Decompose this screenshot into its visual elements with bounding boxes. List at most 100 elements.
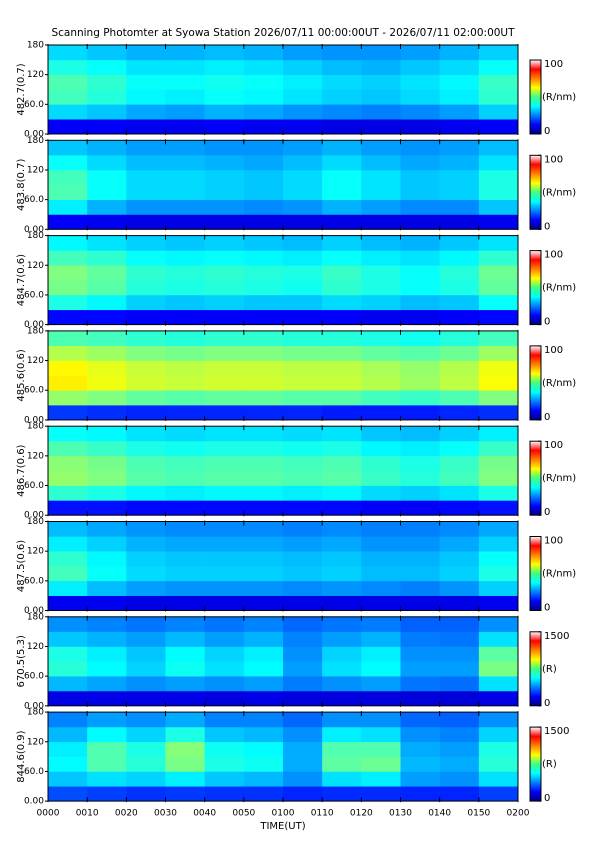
heat-cell [126, 345, 166, 361]
heat-cell [322, 536, 362, 552]
heat-cell [400, 89, 440, 105]
heat-cell [126, 536, 166, 552]
heat-cell [439, 786, 480, 802]
heat-cell [478, 235, 519, 251]
heat-cell [439, 294, 480, 311]
heat-cell [204, 595, 245, 611]
heat-cell [204, 169, 245, 186]
heat-cell [439, 726, 480, 743]
x-tick-label: 0010 [76, 809, 99, 819]
heat-cell [439, 646, 480, 662]
heat-cell [283, 294, 323, 311]
heat-cell [361, 45, 401, 61]
colorbar-tick-label: 1500 [544, 631, 569, 642]
heat-cell [361, 214, 401, 230]
heat-cell [204, 536, 245, 552]
heat-cell [322, 184, 362, 200]
heat-cell [243, 375, 284, 391]
heat-cell [283, 89, 323, 105]
heat-cell [478, 104, 519, 120]
heat-cell [400, 426, 440, 442]
y-tick-label: 60.0 [24, 195, 44, 205]
heat-cell [87, 485, 127, 501]
y-tick-label: 180 [27, 41, 44, 51]
heat-cell [400, 265, 440, 281]
heat-cell [48, 690, 88, 707]
heat-cell [126, 280, 166, 296]
heat-cell [87, 280, 127, 296]
heat-cell [478, 712, 519, 728]
y-tick-label: 0.00 [24, 320, 44, 330]
heat-cell [204, 59, 245, 75]
heat-cell [478, 345, 519, 361]
heat-cell [126, 712, 166, 728]
heat-cell [478, 646, 519, 662]
heat-cell [361, 309, 401, 325]
heat-cell [400, 280, 440, 296]
heat-cell [87, 360, 127, 376]
heat-cell [243, 330, 284, 347]
heat-cell [165, 551, 205, 567]
heat-cell [48, 566, 88, 582]
heat-cell [243, 566, 284, 582]
heat-cell [439, 551, 480, 567]
heat-cell [322, 330, 362, 347]
heat-cell [283, 786, 323, 802]
heat-cell [243, 294, 284, 311]
heat-cell [361, 551, 401, 567]
heat-cell [322, 280, 362, 296]
heat-cell [478, 551, 519, 567]
heat-cell [87, 250, 127, 266]
heat-cell [361, 169, 401, 186]
heat-cell [478, 140, 519, 156]
heat-cell [87, 104, 127, 120]
heat-cell [87, 646, 127, 662]
heat-cell [478, 330, 519, 347]
heat-cell [204, 616, 245, 632]
heat-cell [204, 360, 245, 376]
heat-cell [400, 661, 440, 677]
heat-cell [126, 485, 166, 501]
heat-cell [204, 661, 245, 677]
heat-cell [400, 521, 440, 537]
heat-cell [400, 214, 440, 230]
y-tick-label: 120 [27, 547, 44, 557]
heat-cell [87, 455, 127, 471]
heat-cell [87, 74, 127, 90]
heat-cell [361, 360, 401, 376]
heat-cell [322, 390, 362, 406]
heat-cell [126, 309, 166, 325]
heat-cell [283, 426, 323, 442]
heat-cell [478, 661, 519, 677]
heat-cell [126, 184, 166, 200]
heat-cell [126, 631, 166, 647]
heat-cell [439, 360, 480, 376]
heat-cell [48, 771, 88, 787]
heat-cell [165, 441, 205, 457]
heat-cell [48, 741, 88, 757]
heat-cell [478, 756, 519, 772]
heat-cell [165, 155, 205, 171]
heat-cell [87, 616, 127, 632]
y-tick-label: 60.0 [24, 672, 44, 682]
y-tick-label: 60.0 [24, 576, 44, 586]
colorbar [529, 154, 542, 230]
heat-cell [87, 89, 127, 105]
heat-cell [87, 345, 127, 361]
heat-cell [243, 59, 284, 75]
heat-cell [400, 712, 440, 728]
colorbar-tick-label: 0 [544, 603, 550, 614]
heat-cell [478, 45, 519, 61]
x-tick-label: 0040 [193, 809, 216, 819]
heat-cell [478, 375, 519, 391]
heat-cell [439, 169, 480, 186]
heat-cell [322, 375, 362, 391]
heat-cell [87, 676, 127, 692]
heat-cell [243, 265, 284, 281]
heat-cell [361, 485, 401, 501]
y-tick-label: 60.0 [24, 100, 44, 110]
heat-cell [87, 405, 127, 421]
heat-cell [400, 405, 440, 421]
heat-cell [126, 405, 166, 421]
heat-cell [243, 426, 284, 442]
